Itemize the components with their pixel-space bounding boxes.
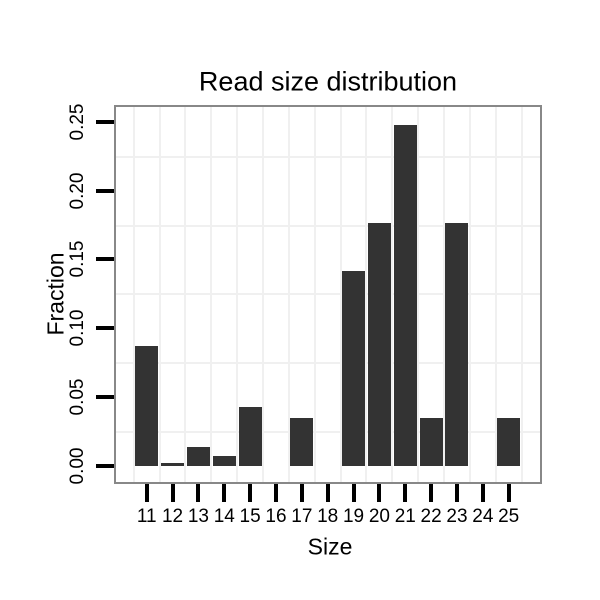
y-axis-tick (96, 120, 114, 124)
x-axis-tick-label: 18 (317, 506, 339, 527)
plot-area (114, 105, 542, 484)
plot-inner (116, 107, 540, 482)
x-axis-tick (506, 484, 511, 502)
y-axis-tick-label: 0.05 (67, 378, 88, 416)
x-axis-tick (454, 484, 459, 502)
y-axis-title: Fraction (42, 252, 69, 336)
x-axis-tick-label: 25 (498, 506, 520, 527)
y-axis-tick-label: 0.20 (67, 172, 88, 210)
bar-size-19 (342, 270, 366, 466)
x-axis-tick (170, 484, 175, 502)
x-axis-tick-label: 11 (136, 506, 157, 527)
x-axis-tick-label: 24 (472, 506, 494, 527)
bar-size-13 (186, 446, 210, 466)
bar-size-17 (290, 417, 314, 466)
x-axis-tick (273, 484, 278, 502)
chart-title: Read size distribution (198, 66, 458, 97)
x-axis-tick (325, 484, 330, 502)
horizontal-gridline (116, 361, 540, 364)
x-axis-tick-label: 12 (161, 506, 184, 527)
x-axis-tick (480, 484, 485, 502)
horizontal-gridline (116, 430, 540, 433)
bar-size-11 (135, 346, 159, 466)
y-axis-tick-label: 0.10 (67, 309, 88, 347)
bar-size-14 (212, 456, 236, 466)
x-axis-tick-label: 13 (187, 506, 209, 527)
x-axis-tick (403, 484, 408, 502)
bar-size-23 (445, 222, 469, 466)
y-axis-tick (96, 394, 114, 399)
x-axis-tick (196, 484, 201, 502)
y-axis-tick-label: 0.00 (67, 447, 88, 484)
x-axis-tick (377, 484, 382, 502)
x-axis-tick-label: 23 (446, 506, 468, 527)
x-axis-tick-label: 21 (394, 506, 416, 527)
y-axis-tick-label: 0.25 (67, 103, 88, 141)
bar-size-12 (161, 463, 185, 466)
x-axis-tick (299, 484, 304, 502)
horizontal-gridline (116, 293, 540, 296)
y-axis-tick (96, 188, 114, 193)
x-axis-tick-label: 22 (420, 506, 442, 527)
bar-size-22 (419, 417, 443, 466)
y-axis-tick (96, 326, 114, 331)
bar-size-20 (367, 222, 391, 466)
x-axis-title: Size (307, 533, 353, 560)
x-axis-tick (429, 484, 434, 502)
x-axis-tick-label: 14 (213, 506, 235, 527)
x-axis-tick (351, 484, 356, 502)
y-axis-tick-label: 0.15 (67, 240, 88, 278)
y-axis-tick (96, 257, 114, 262)
bar-size-25 (497, 417, 521, 466)
horizontal-gridline (116, 224, 540, 227)
x-axis-tick-label: 16 (265, 506, 287, 527)
bar-size-15 (238, 406, 262, 466)
horizontal-gridline (116, 155, 540, 158)
x-axis-tick (144, 484, 149, 502)
x-axis-tick (222, 484, 227, 502)
x-axis-tick (248, 484, 253, 502)
y-axis-tick (96, 463, 114, 468)
x-axis-tick-label: 15 (239, 506, 261, 527)
x-axis-tick-label: 19 (342, 506, 365, 527)
x-axis-tick-label: 20 (368, 506, 390, 527)
x-axis-tick-label: 17 (291, 506, 313, 527)
bar-size-21 (393, 125, 417, 466)
